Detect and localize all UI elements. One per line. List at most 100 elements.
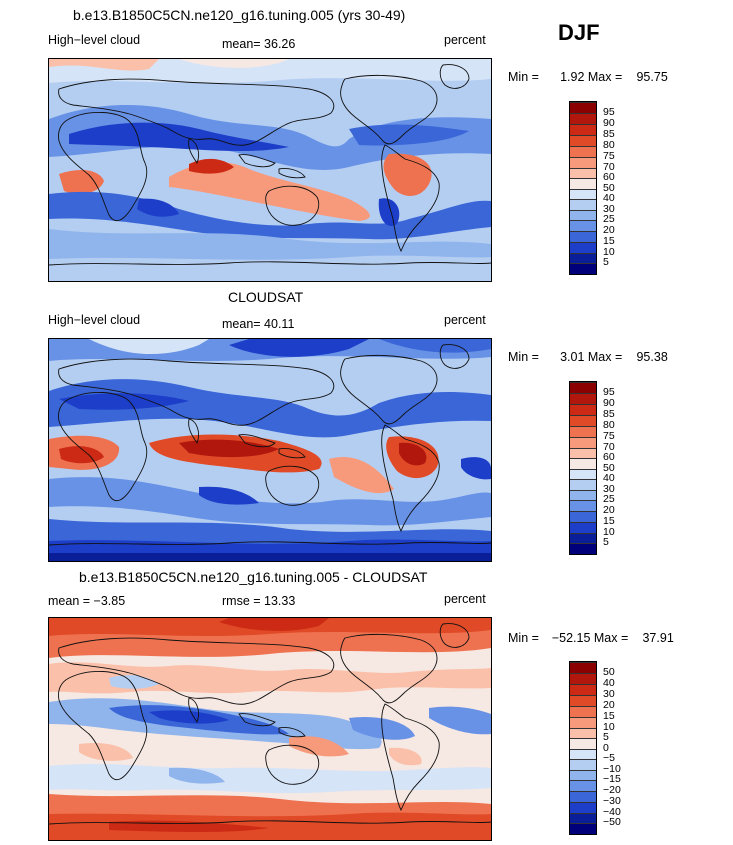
- panel3-legend-swatch: [570, 802, 596, 813]
- panel1-legend-tick: 5: [603, 256, 609, 268]
- coastline-path: [381, 144, 440, 253]
- season-label: DJF: [558, 20, 600, 45]
- panel3-mean-label: mean = −3.85: [48, 594, 126, 608]
- panel2-legend-swatch: [570, 479, 596, 490]
- panel3-legend-swatch: [570, 770, 596, 780]
- panel2-legend-tick: 75: [603, 430, 615, 442]
- coastline-path: [340, 74, 438, 145]
- panel3-legend-tick: 50: [603, 666, 615, 678]
- panel2-variable-label: High−level cloud: [48, 313, 141, 327]
- coastline-path: [49, 820, 491, 825]
- panel3-legend-tick: −40: [603, 806, 621, 818]
- panel3-legend-tick: −50: [603, 816, 621, 828]
- panel1-mean-label: mean= 36.26: [222, 37, 296, 51]
- coastline-path: [265, 185, 320, 226]
- panel2-min-label: Min =: [508, 350, 539, 364]
- panel1-legend-swatch: [570, 124, 596, 135]
- coastline-path: [340, 633, 438, 704]
- panel2-legend-tick: 50: [603, 462, 615, 474]
- panel3-min-value: −52.15: [551, 631, 591, 645]
- panel2-legend-tick: 40: [603, 472, 615, 484]
- panel2-legend-swatch: [570, 511, 596, 522]
- panel1-map: [48, 58, 492, 282]
- panel2-legend-swatch: [570, 543, 596, 554]
- panel2-mean-label: mean= 40.11: [222, 317, 295, 331]
- panel1-legend-tick: 80: [603, 139, 615, 151]
- coastline: [49, 344, 491, 546]
- panel2-legend-tick: 5: [603, 536, 609, 548]
- panel3-minmax: Min = −52.15 Max = 37.91: [508, 631, 674, 645]
- panel2-legend-swatch: [570, 469, 596, 479]
- panel1-legend-tick: 95: [603, 106, 615, 118]
- panel1-legend-swatch: [570, 220, 596, 231]
- coastline-path: [238, 713, 276, 727]
- panel1-legend-swatch: [570, 231, 596, 242]
- panel2-legend-swatch: [570, 404, 596, 415]
- panel1-legend-swatch: [570, 146, 596, 157]
- panel1-legend-tick: 20: [603, 224, 615, 236]
- coastline-path: [188, 138, 200, 164]
- panel1-min-value: 1.92: [560, 70, 585, 84]
- panel2-legend-tick: 85: [603, 408, 615, 420]
- panel1-legend-swatch: [570, 102, 596, 113]
- panel1-legend-swatch: [570, 135, 596, 146]
- panel3-legend-swatch: [570, 706, 596, 717]
- panel2-max-label: Max =: [587, 350, 623, 364]
- panel3-units-label: percent: [444, 592, 486, 606]
- coastline-path: [188, 418, 200, 444]
- coastline-path: [49, 261, 491, 266]
- panel2-max-value: 95.38: [636, 350, 668, 364]
- coastline-path: [340, 354, 438, 425]
- coastline-path: [278, 448, 306, 459]
- panel3-legend-swatch: [570, 823, 596, 834]
- panel1-legend-tick: 60: [603, 171, 615, 183]
- panel2-legend-swatch: [570, 382, 596, 393]
- panel1-legend-tick: 90: [603, 117, 615, 129]
- panel2-legend-swatch: [570, 393, 596, 404]
- coastline-path: [58, 111, 148, 222]
- panel2-legend-tick: 25: [603, 493, 615, 505]
- panel1-units-label: percent: [444, 33, 486, 47]
- panel3-legend-tick: 10: [603, 721, 615, 733]
- coastline-path: [58, 78, 335, 146]
- panel3-legend-swatch: [570, 662, 596, 673]
- panel3-legend-tick: −5: [603, 752, 615, 764]
- panel3-legend-tick: −20: [603, 784, 621, 796]
- panel2-title: CLOUDSAT: [228, 289, 304, 305]
- panel2-legend-swatch: [570, 533, 596, 543]
- panel3-max-value: 37.91: [642, 631, 674, 645]
- panel1-minmax: Min = 1.92 Max = 95.75: [508, 70, 668, 84]
- panel1-legend-tick: 85: [603, 128, 615, 140]
- panel3-legend-swatch: [570, 749, 596, 759]
- coastline-path: [381, 424, 440, 533]
- panel3-title: b.e13.B1850C5CN.ne120_g16.tuning.005 - C…: [79, 569, 428, 585]
- coastline-path: [439, 344, 470, 369]
- panel3-legend-tick: 40: [603, 677, 615, 689]
- coastline-path: [381, 703, 440, 812]
- coastline-path: [58, 670, 148, 781]
- panel1-legend-swatch: [570, 242, 596, 253]
- panel2-units-label: percent: [444, 313, 486, 327]
- coastline-path: [188, 697, 200, 723]
- panel2-legend-tick: 15: [603, 515, 615, 527]
- panel2-legend-swatch: [570, 522, 596, 533]
- coastline-path: [265, 465, 320, 506]
- panel3-legend-tick: 15: [603, 710, 615, 722]
- panel1-legend-swatch: [570, 157, 596, 168]
- coastline-path: [58, 391, 148, 502]
- coastline-path: [58, 358, 335, 426]
- panel3-min-label: Min =: [508, 631, 539, 645]
- panel1-legend-tick: 50: [603, 182, 615, 194]
- panel2-legend-bar: [569, 381, 597, 555]
- panel3-legend-swatch: [570, 813, 596, 823]
- panel1-legend-tick: 10: [603, 246, 615, 258]
- coastline-path: [265, 744, 320, 785]
- panel2-legend-tick: 80: [603, 419, 615, 431]
- panel3-rmse-label: rmse = 13.33: [222, 594, 296, 608]
- panel3-legend-tick: 30: [603, 688, 615, 700]
- panel3-legend-swatch: [570, 673, 596, 684]
- panel2-legend-swatch: [570, 490, 596, 500]
- panel1-legend-swatch: [570, 199, 596, 210]
- panel1-legend-tick: 15: [603, 235, 615, 247]
- panel1-legend-tick: 30: [603, 203, 615, 215]
